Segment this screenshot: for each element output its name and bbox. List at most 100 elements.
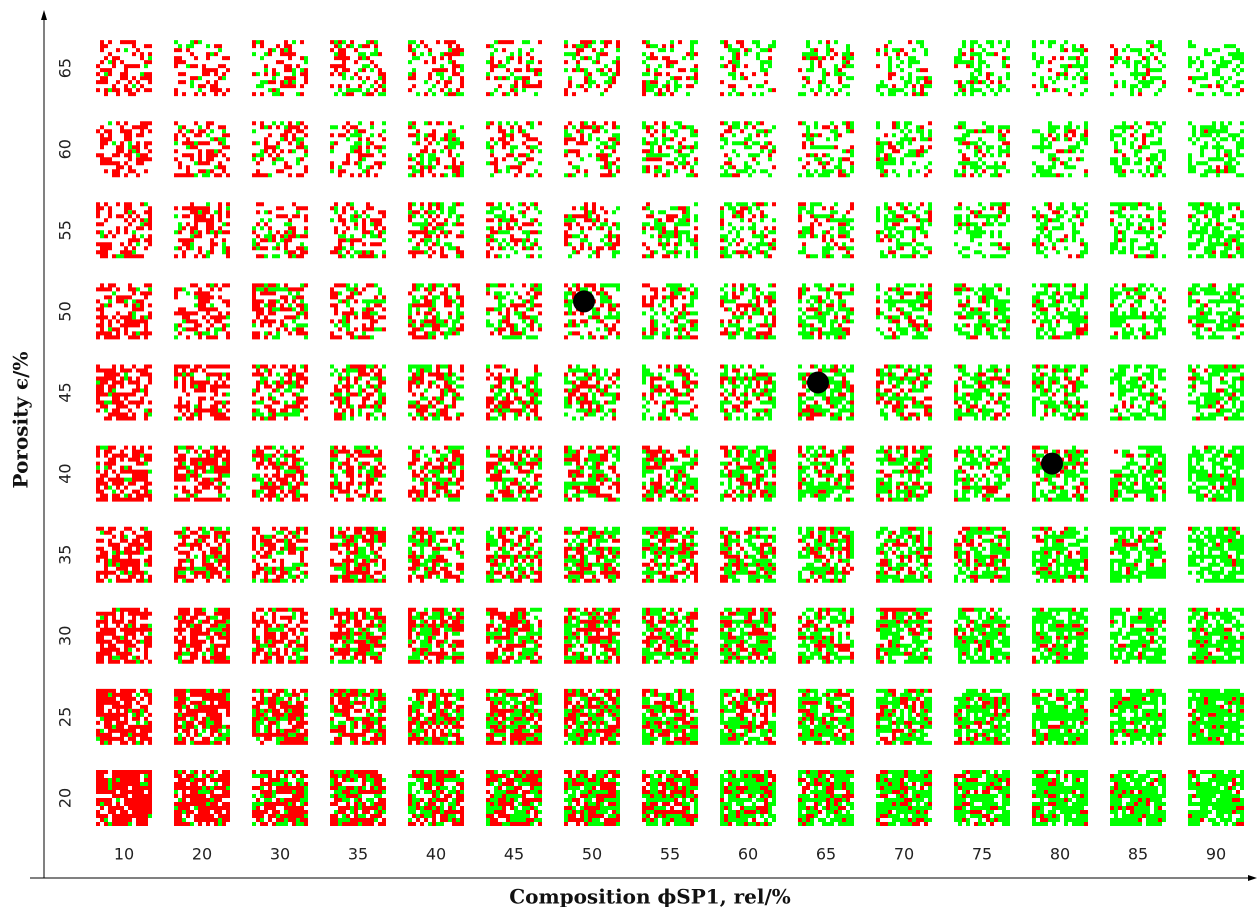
x-tick-label: 85 — [1128, 845, 1148, 864]
phase-green — [174, 445, 230, 498]
phase-green — [408, 364, 464, 421]
phase-red — [408, 40, 464, 97]
phase-red — [486, 283, 542, 336]
x-tick-label: 55 — [660, 845, 680, 864]
x-tick-label: 50 — [582, 845, 602, 864]
phase-red — [876, 688, 932, 745]
phase-green — [1110, 770, 1166, 826]
phase-red — [330, 770, 386, 826]
phase-red — [174, 688, 230, 745]
phase-green — [1032, 770, 1088, 826]
phase-green — [486, 283, 542, 340]
phase-red — [876, 770, 932, 826]
phase-red — [798, 40, 854, 97]
phase-green — [1188, 770, 1244, 826]
phase-green — [876, 364, 932, 421]
phase-green — [486, 449, 542, 502]
phase-green — [100, 202, 148, 259]
phase-green — [720, 40, 776, 97]
x-axis-arrow — [1248, 875, 1257, 881]
phase-red — [1032, 770, 1088, 826]
phase-red — [1204, 129, 1228, 174]
phase-red — [174, 202, 230, 259]
phase-green — [1110, 364, 1166, 421]
phase-green — [954, 526, 1010, 583]
phase-green — [798, 283, 854, 340]
y-tick-label: 50 — [56, 301, 75, 321]
phase-red — [1110, 44, 1166, 97]
phase-green — [954, 688, 1010, 745]
phase-red — [252, 40, 308, 97]
phase-green — [408, 40, 464, 97]
phase-green — [876, 202, 932, 259]
phase-red — [486, 445, 542, 502]
phase-red — [1110, 283, 1166, 340]
phase-red — [408, 770, 464, 826]
x-tick-label: 40 — [426, 845, 446, 864]
phase-green — [174, 40, 226, 93]
phase-green — [1188, 445, 1244, 502]
phase-red — [330, 202, 386, 259]
phase-green — [252, 121, 308, 178]
phase-green — [720, 770, 776, 826]
phase-red — [798, 526, 854, 583]
phase-green — [1188, 688, 1244, 745]
phase-green — [876, 121, 932, 178]
phase-green — [1110, 202, 1166, 259]
phase-green — [1110, 283, 1166, 340]
phase-green — [876, 283, 932, 340]
phase-green — [96, 372, 152, 417]
phase-green — [876, 445, 932, 502]
phase-green — [1032, 607, 1088, 664]
phase-red — [252, 445, 308, 502]
phase-green — [1032, 121, 1088, 178]
phase-green — [564, 526, 620, 583]
phase-green — [954, 283, 1010, 340]
y-tick-label: 30 — [56, 626, 75, 646]
phase-red — [564, 121, 620, 178]
y-tick-label: 45 — [56, 382, 75, 402]
phase-green — [174, 688, 230, 745]
phase-red — [174, 607, 230, 664]
phase-green — [1188, 526, 1244, 583]
phase-green — [330, 770, 386, 826]
phase-green — [252, 364, 304, 421]
y-tick-label: 20 — [56, 788, 75, 808]
phase-green — [1110, 40, 1166, 97]
phase-red — [564, 526, 620, 583]
phase-red — [1110, 202, 1166, 259]
x-tick-label: 75 — [972, 845, 992, 864]
phase-green — [1188, 607, 1244, 664]
phase-green — [954, 121, 1010, 178]
phase-green — [174, 125, 226, 178]
phase-green — [178, 526, 230, 583]
phase-green — [1110, 121, 1166, 178]
phase-green — [954, 607, 1010, 664]
phase-red — [96, 364, 152, 421]
phase-red — [720, 607, 776, 664]
phase-red — [720, 121, 776, 178]
phase-red — [1032, 202, 1084, 259]
phase-green — [798, 526, 854, 583]
phase-green — [1188, 283, 1244, 340]
phase-red — [958, 202, 1010, 251]
phase-red — [174, 283, 230, 340]
phase-green — [334, 283, 386, 340]
y-tick-label: 40 — [56, 463, 75, 483]
phase-red — [1032, 688, 1088, 745]
phase-green — [408, 526, 464, 583]
phase-green — [486, 364, 542, 421]
phase-green — [252, 40, 308, 97]
x-tick-label: 70 — [894, 845, 914, 864]
phase-green — [1188, 40, 1244, 97]
phase-red — [642, 688, 698, 745]
y-axis-arrow — [41, 10, 47, 20]
phase-red — [96, 770, 152, 826]
phase-green — [798, 40, 854, 97]
phase-green — [720, 364, 776, 421]
phase-green — [876, 688, 932, 745]
phase-green — [876, 770, 932, 826]
phase-red — [564, 202, 620, 259]
phase-green — [330, 202, 386, 259]
phase-green — [798, 770, 854, 826]
